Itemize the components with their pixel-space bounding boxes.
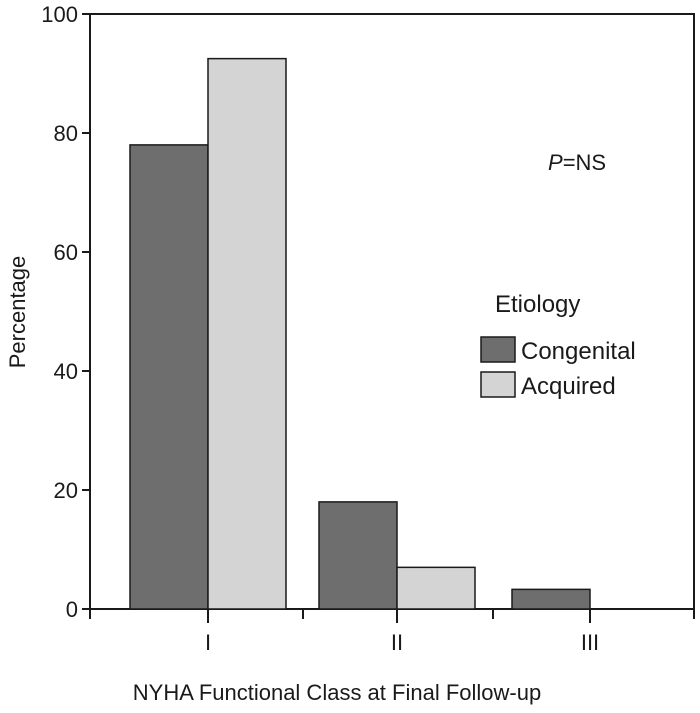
- y-tick-label: 40: [54, 359, 78, 384]
- legend: Etiology Congenital Acquired: [480, 291, 636, 400]
- y-tick-label: 100: [41, 2, 78, 27]
- bar-congenital-I: [129, 144, 209, 610]
- y-axis-ticks: 0 20 40 60 80 100: [41, 2, 90, 622]
- y-tick-label: 0: [66, 597, 78, 622]
- p-value-annotation: P=NS: [548, 150, 606, 175]
- legend-title: Etiology: [495, 291, 580, 318]
- y-tick-label: 60: [54, 240, 78, 265]
- x-axis-ticks: I II III: [89, 609, 695, 655]
- p-value-text: =NS: [563, 150, 606, 175]
- x-tick-label: I: [205, 630, 211, 655]
- legend-swatch-acquired: [480, 371, 516, 398]
- p-symbol: P: [548, 150, 563, 175]
- bar-congenital-III: [511, 588, 591, 610]
- legend-label-congenital: Congenital: [521, 338, 636, 365]
- bar-acquired-I: [207, 57, 287, 610]
- legend-swatch-congenital: [480, 336, 516, 363]
- bar-acquired-II: [396, 566, 476, 610]
- y-tick-label: 80: [54, 121, 78, 146]
- x-tick-label: III: [581, 630, 599, 655]
- x-tick-label: II: [391, 630, 403, 655]
- x-axis-title: NYHA Functional Class at Final Follow-up: [133, 680, 541, 705]
- bar-congenital-II: [318, 501, 398, 610]
- legend-label-acquired: Acquired: [521, 373, 616, 400]
- y-tick-label: 20: [54, 478, 78, 503]
- y-axis-title: Percentage: [5, 256, 30, 369]
- bars: [129, 57, 591, 610]
